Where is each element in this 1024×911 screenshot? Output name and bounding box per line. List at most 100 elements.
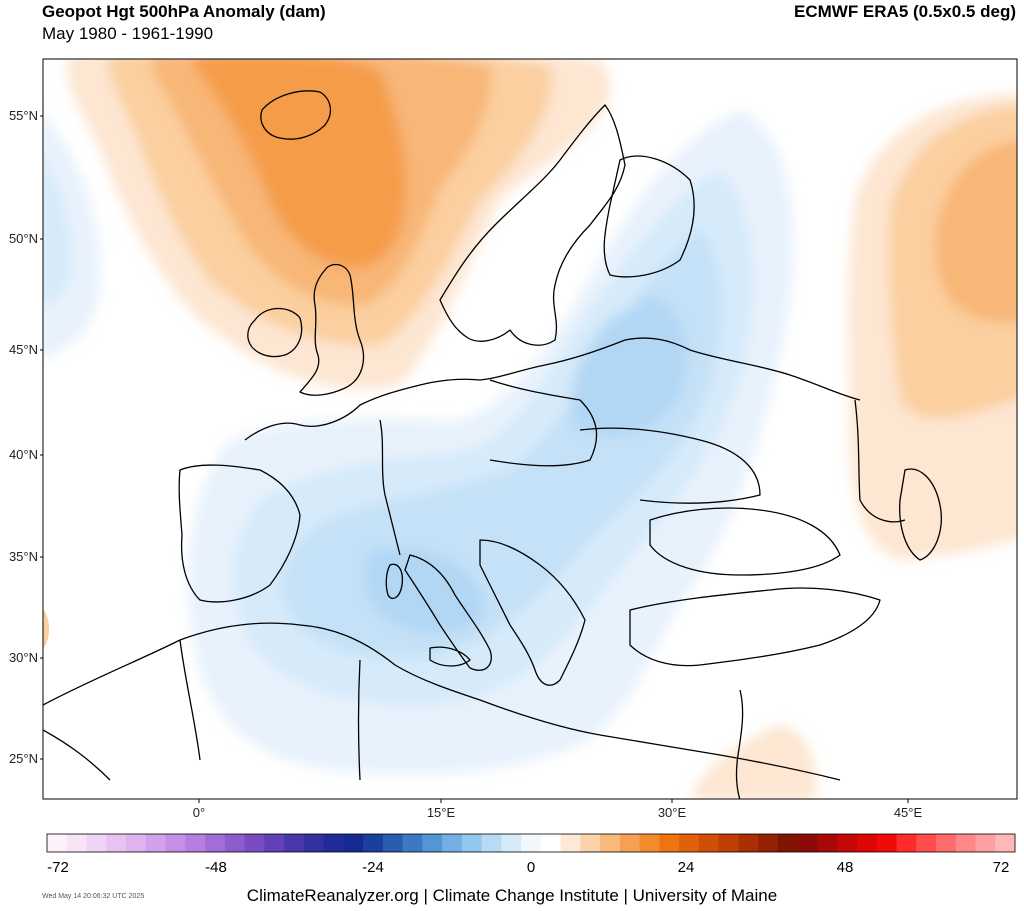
map-frame — [42, 58, 1018, 800]
lon-label: 45°E — [894, 805, 923, 820]
colorbar-cell — [422, 834, 443, 852]
negative-anomaly-atlantic-core — [43, 157, 71, 305]
colorbar-cell — [224, 834, 246, 852]
coastlines — [43, 90, 942, 799]
colorbar-cell — [126, 834, 147, 852]
colorbar-cell — [106, 834, 127, 852]
colorbar-cell — [461, 834, 483, 852]
colorbar-tick: -24 — [362, 859, 384, 876]
scandinavia-outline — [439, 104, 626, 346]
colorbar-cell — [560, 834, 581, 852]
border-ukraine — [579, 427, 761, 504]
positive-anomaly-iceland — [67, 59, 611, 389]
colorbar-cell — [145, 834, 167, 852]
colorbar-cell — [580, 834, 601, 852]
colorbar-cell — [343, 834, 364, 852]
colorbar-cell — [185, 834, 206, 852]
lat-label: 30°N — [9, 650, 38, 665]
lat-label: 25°N — [9, 751, 38, 766]
colorbar-cell — [698, 834, 720, 852]
colorbar-tick: -48 — [205, 859, 227, 876]
colorbar-cell — [975, 834, 996, 852]
colorbar-cell — [797, 834, 818, 852]
credit-line: ClimateReanalyzer.org | Climate Change I… — [246, 886, 778, 905]
border-africa-interior — [43, 639, 361, 781]
caspian-sea-outline — [899, 468, 942, 561]
colorbar — [47, 834, 1016, 852]
colorbar-cell — [540, 834, 562, 852]
lat-label: 55°N — [9, 108, 38, 123]
lon-label: 0° — [193, 805, 205, 820]
lat-label: 40°N — [9, 447, 38, 462]
colorbar-cell — [995, 834, 1016, 852]
colorbar-cell — [758, 834, 779, 852]
sardinia-outline — [385, 563, 404, 599]
colorbar-tick: 48 — [837, 859, 854, 876]
continental-coast — [244, 337, 861, 441]
colorbar-tick: 72 — [993, 859, 1010, 876]
colorbar-tick: -72 — [47, 859, 69, 876]
colorbar-frame — [46, 833, 1016, 853]
colorbar-tick: 0 — [527, 859, 535, 876]
colorbar-cell — [47, 834, 68, 852]
longitude-axis: 0° 15°E 30°E 45°E — [193, 799, 923, 820]
chart-subtitle: May 1980 - 1961-1990 — [42, 24, 214, 43]
colorbar-cell — [817, 834, 838, 852]
colorbar-cell — [659, 834, 680, 852]
colorbar-cell — [600, 834, 621, 852]
colorbar-cell — [619, 834, 641, 852]
dataset-label: ECMWF ERA5 (0.5x0.5 deg) — [794, 2, 1016, 21]
colorbar-cell — [86, 834, 107, 852]
colorbar-cell — [303, 834, 325, 852]
lat-label: 50°N — [9, 231, 38, 246]
colorbar-cell — [718, 834, 739, 852]
colorbar-cell — [264, 834, 285, 852]
turkey-outline — [629, 587, 881, 667]
colorbar-cell — [738, 834, 759, 852]
colorbar-cell — [896, 834, 917, 852]
colorbar-cell — [481, 834, 502, 852]
colorbar-cell — [837, 834, 858, 852]
colorbar-cell — [916, 834, 937, 852]
colorbar-ticks: -72 -48 -24 0 24 48 72 — [47, 859, 1009, 876]
border-france-germany — [379, 419, 401, 556]
colorbar-tick: 24 — [678, 859, 695, 876]
positive-anomaly-west-edge — [43, 610, 50, 648]
finland-outline — [603, 155, 695, 278]
colorbar-cell — [244, 834, 265, 852]
colorbar-cell — [66, 834, 88, 852]
positive-anomaly-russia — [848, 94, 1017, 560]
colorbar-cell — [521, 834, 542, 852]
border-russia-east — [854, 399, 906, 523]
iberia-outline — [178, 464, 301, 603]
sicily-outline — [429, 646, 471, 667]
border-poland — [489, 379, 598, 467]
balkans-outline — [479, 539, 586, 686]
colorbar-cell — [205, 834, 226, 852]
lon-label: 15°E — [427, 805, 456, 820]
colorbar-cell — [856, 834, 878, 852]
lon-label: 30°E — [658, 805, 687, 820]
great-britain-outline — [299, 263, 365, 396]
colorbar-cell — [382, 834, 404, 852]
colorbar-cell — [323, 834, 344, 852]
render-timestamp: Wed May 14 20:06:32 UTC 2025 — [42, 893, 145, 900]
positive-anomaly-levant — [690, 725, 817, 799]
north-africa-coast — [43, 622, 841, 781]
colorbar-cell — [955, 834, 976, 852]
colorbar-cell — [501, 834, 522, 852]
colorbar-cell — [284, 834, 305, 852]
iceland-outline — [260, 90, 332, 140]
colorbar-cell — [165, 834, 186, 852]
chart-title: Geopot Hgt 500hPa Anomaly (dam) — [42, 2, 326, 21]
colorbar-cell — [639, 834, 660, 852]
black-sea-outline — [649, 507, 841, 576]
colorbar-cell — [363, 834, 384, 852]
ireland-outline — [247, 307, 303, 358]
lat-label: 45°N — [9, 342, 38, 357]
colorbar-cell — [442, 834, 463, 852]
colorbar-cell — [876, 834, 897, 852]
colorbar-cell — [679, 834, 700, 852]
colorbar-cell — [935, 834, 957, 852]
italy-outline — [404, 554, 492, 671]
